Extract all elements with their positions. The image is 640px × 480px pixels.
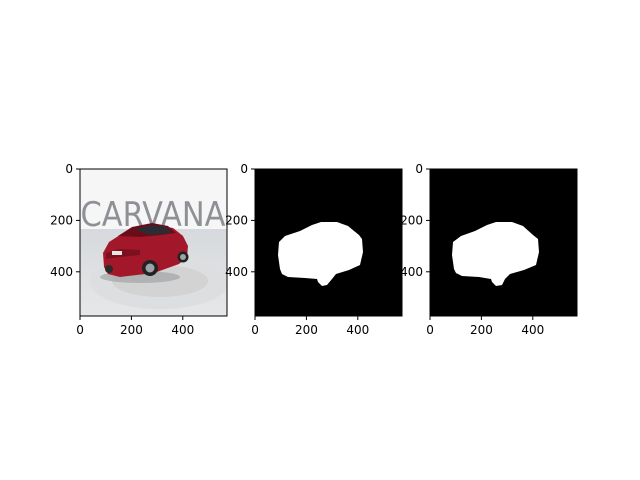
x-tick-label: 400 [171, 323, 194, 337]
mask-panel-1: 0 200 400 0 200 400 [225, 162, 403, 337]
x-tick-label: 0 [426, 323, 434, 337]
y-tick-label: 400 [50, 265, 73, 279]
x-tick-label: 400 [346, 323, 369, 337]
photo-panel: CARVANA 0 200 400 0 200 400 [50, 162, 228, 337]
mask-axes-2: 0 200 400 0 200 400 [400, 162, 544, 337]
car-photo: CARVANA [80, 169, 227, 316]
red-car [100, 223, 189, 283]
x-tick-label: 200 [120, 323, 143, 337]
y-tick-label: 0 [65, 162, 73, 176]
x-tick-label: 0 [251, 323, 259, 337]
car-mask-shape [278, 222, 363, 286]
y-tick-label: 200 [225, 213, 248, 227]
mask-frame-1 [254, 168, 403, 317]
y-tick-label: 400 [400, 265, 423, 279]
x-tick-label: 0 [76, 323, 84, 337]
mask-axes-1: 0 200 400 0 200 400 [225, 162, 369, 337]
y-tick-label: 200 [400, 213, 423, 227]
y-tick-label: 400 [225, 265, 248, 279]
photo-frame [79, 168, 228, 317]
x-tick-label: 200 [470, 323, 493, 337]
car-mask-shape [452, 222, 539, 286]
mask-frame-2 [429, 168, 578, 317]
x-tick-label: 400 [521, 323, 544, 337]
mask-panel-2: 0 200 400 0 200 400 [400, 162, 578, 337]
y-tick-label: 200 [50, 213, 73, 227]
y-tick-label: 0 [240, 162, 248, 176]
photo-axes: 0 200 400 0 200 400 [50, 162, 194, 337]
y-tick-label: 0 [415, 162, 423, 176]
x-tick-label: 200 [295, 323, 318, 337]
